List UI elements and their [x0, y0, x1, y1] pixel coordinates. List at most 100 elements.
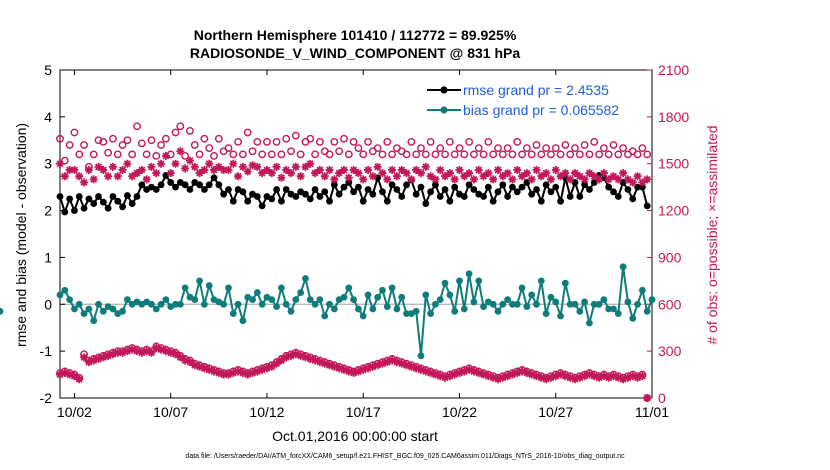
data-point-possible — [441, 150, 449, 159]
data-point — [119, 203, 126, 211]
data-point — [552, 183, 560, 191]
data-point-possible — [253, 137, 262, 146]
data-point-assimilated — [595, 373, 604, 382]
data-point — [114, 197, 122, 205]
data-point-assimilated — [561, 169, 570, 178]
chart-title: Northern Hemisphere 101410 / 112772 = 89… — [194, 27, 517, 43]
data-point — [119, 307, 126, 315]
data-point-assimilated — [171, 350, 180, 359]
data-point-assimilated — [561, 372, 570, 381]
data-point-assimilated — [325, 361, 334, 370]
data-point — [446, 291, 454, 299]
data-point-assimilated — [339, 165, 348, 174]
data-point — [152, 186, 160, 193]
data-point-possible — [494, 144, 502, 152]
data-point-assimilated — [643, 175, 652, 184]
y-tick-label-left: -2 — [40, 390, 53, 406]
data-point — [225, 284, 232, 292]
data-point-possible — [195, 150, 204, 159]
data-point-assimilated — [65, 165, 74, 174]
data-point — [388, 284, 396, 292]
data-point-possible — [335, 147, 344, 156]
data-point — [446, 197, 454, 205]
data-point — [268, 195, 276, 203]
data-point — [0, 307, 4, 315]
data-point-assimilated — [527, 175, 536, 184]
data-point-assimilated — [147, 348, 156, 357]
data-point-assimilated — [99, 165, 108, 174]
data-point-possible — [147, 136, 156, 145]
data-point-assimilated — [489, 175, 498, 184]
data-point-possible — [267, 150, 276, 159]
data-point — [518, 183, 526, 191]
data-point-assimilated — [70, 372, 79, 381]
data-point — [215, 181, 223, 189]
data-point-assimilated — [339, 365, 348, 374]
data-point-assimilated — [392, 358, 401, 367]
data-point-possible — [445, 137, 454, 146]
data-point-assimilated — [556, 172, 565, 181]
data-point-possible — [460, 150, 469, 159]
data-point-possible — [354, 144, 363, 152]
data-point — [494, 188, 502, 196]
data-point-assimilated — [315, 165, 324, 174]
data-point-possible — [118, 141, 127, 149]
plot-area: -2 -1 0 1 2 3 4 5 0 300 600 900 1200 1500 1800 2100 10/0… — [0, 62, 689, 420]
data-point-assimilated — [258, 365, 267, 374]
data-point-assimilated — [638, 372, 647, 381]
data-point-assimilated — [493, 165, 502, 174]
data-point-assimilated — [147, 162, 156, 171]
data-point-assimilated — [364, 364, 373, 373]
data-point — [61, 286, 69, 294]
data-point-assimilated — [421, 367, 430, 376]
data-point-assimilated — [267, 362, 276, 371]
data-point — [138, 181, 146, 189]
data-point-possible — [537, 150, 546, 159]
data-point-assimilated — [556, 370, 565, 379]
data-point-assimilated — [590, 172, 599, 181]
data-point — [614, 310, 622, 318]
data-point — [614, 193, 622, 200]
data-point-assimilated — [137, 165, 146, 174]
data-point-assimilated — [277, 173, 286, 182]
data-point-possible — [547, 150, 555, 159]
data-point-assimilated — [484, 372, 493, 381]
data-point-assimilated — [575, 172, 584, 181]
data-point — [369, 305, 377, 313]
data-point — [157, 300, 165, 308]
data-point — [523, 179, 531, 186]
data-point — [253, 289, 261, 296]
data-point-assimilated — [633, 373, 642, 382]
data-point-possible — [638, 144, 647, 152]
data-point-possible — [152, 152, 161, 160]
data-point-possible — [561, 141, 570, 149]
data-point-assimilated — [614, 175, 623, 184]
data-point — [451, 307, 459, 315]
data-point-assimilated — [142, 347, 151, 356]
data-point-possible — [604, 150, 613, 159]
data-point-assimilated — [113, 172, 122, 181]
data-point-assimilated — [595, 175, 604, 184]
data-point — [287, 307, 295, 315]
data-point — [388, 181, 396, 189]
data-point — [470, 298, 478, 306]
data-point — [326, 300, 333, 308]
data-point-possible — [344, 150, 353, 159]
data-point-assimilated — [306, 159, 315, 168]
data-point — [181, 284, 189, 292]
data-point — [470, 186, 478, 193]
data-point — [123, 192, 131, 199]
data-point-assimilated — [262, 165, 271, 174]
data-point-assimilated — [234, 367, 243, 376]
y-tick-label-right: 1500 — [658, 156, 689, 172]
data-point — [542, 310, 550, 318]
data-point — [176, 300, 184, 308]
data-point-assimilated — [368, 362, 377, 371]
data-point — [576, 193, 584, 200]
data-point — [528, 190, 536, 198]
data-point-assimilated — [330, 362, 339, 371]
data-point-assimilated — [402, 169, 411, 178]
data-point — [191, 296, 199, 303]
data-point-assimilated — [498, 373, 507, 382]
